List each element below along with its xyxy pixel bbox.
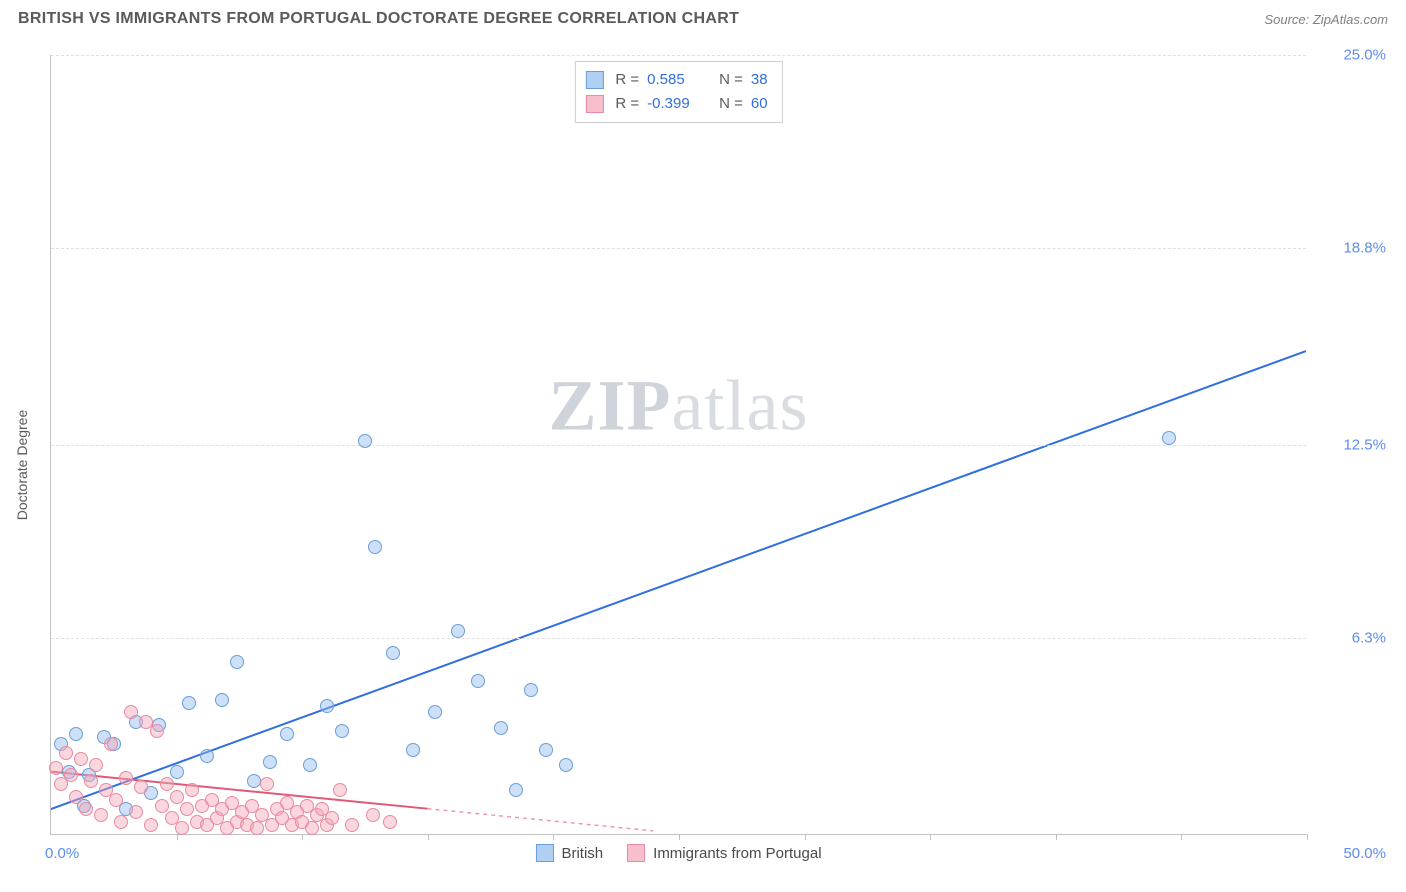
scatter-point (144, 818, 158, 832)
scatter-point (260, 777, 274, 791)
scatter-point (358, 434, 372, 448)
scatter-point (170, 765, 184, 779)
x-axis-max-label: 50.0% (1316, 845, 1386, 862)
x-tick (1181, 834, 1182, 840)
chart-container: Doctorate Degree ZIPatlas R = 0.585 N = … (50, 55, 1390, 875)
scatter-point (200, 749, 214, 763)
scatter-point (79, 802, 93, 816)
legend-item-portugal: Immigrants from Portugal (627, 844, 821, 862)
y-tick-label: 12.5% (1316, 437, 1386, 454)
scatter-point (180, 802, 194, 816)
x-tick (177, 834, 178, 840)
x-tick (1307, 834, 1308, 840)
legend-item-british: British (535, 844, 603, 862)
scatter-point (1162, 431, 1176, 445)
y-tick-label: 18.8% (1316, 240, 1386, 257)
scatter-point (345, 818, 359, 832)
x-tick (553, 834, 554, 840)
scatter-point (494, 721, 508, 735)
scatter-point (114, 815, 128, 829)
scatter-point (230, 655, 244, 669)
x-tick (428, 834, 429, 840)
scatter-point (89, 758, 103, 772)
scatter-point (119, 771, 133, 785)
scatter-point (263, 755, 277, 769)
gridline-horizontal (51, 55, 1306, 56)
scatter-point (124, 705, 138, 719)
scatter-point (280, 727, 294, 741)
swatch-blue (585, 71, 603, 89)
scatter-point (74, 752, 88, 766)
source-attribution: Source: ZipAtlas.com (1264, 12, 1388, 27)
scatter-point (69, 727, 83, 741)
scatter-point (129, 805, 143, 819)
scatter-point (109, 793, 123, 807)
gridline-horizontal (51, 445, 1306, 446)
scatter-point (49, 761, 63, 775)
scatter-point (170, 790, 184, 804)
scatter-point (406, 743, 420, 757)
y-tick-label: 6.3% (1316, 630, 1386, 647)
scatter-point (428, 705, 442, 719)
scatter-point (59, 746, 73, 760)
scatter-point (150, 724, 164, 738)
x-tick (930, 834, 931, 840)
watermark: ZIPatlas (549, 364, 809, 447)
scatter-point (325, 811, 339, 825)
scatter-point (160, 777, 174, 791)
scatter-point (383, 815, 397, 829)
scatter-point (320, 699, 334, 713)
x-tick (805, 834, 806, 840)
scatter-point (64, 768, 78, 782)
legend-row-portugal: R = -0.399 N = 60 (585, 92, 767, 116)
scatter-point (175, 821, 189, 835)
gridline-horizontal (51, 638, 1306, 639)
swatch-pink (627, 844, 645, 862)
scatter-point (471, 674, 485, 688)
scatter-point (303, 758, 317, 772)
scatter-point (559, 758, 573, 772)
scatter-point (333, 783, 347, 797)
scatter-point (368, 540, 382, 554)
legend-row-british: R = 0.585 N = 38 (585, 68, 767, 92)
y-axis-label: Doctorate Degree (14, 410, 30, 521)
chart-title: BRITISH VS IMMIGRANTS FROM PORTUGAL DOCT… (18, 10, 739, 28)
scatter-point (134, 780, 148, 794)
scatter-point (366, 808, 380, 822)
swatch-pink (585, 95, 603, 113)
scatter-point (69, 790, 83, 804)
scatter-point (104, 737, 118, 751)
x-tick (679, 834, 680, 840)
scatter-point (539, 743, 553, 757)
scatter-point (524, 683, 538, 697)
x-axis-origin-label: 0.0% (45, 845, 79, 862)
scatter-point (155, 799, 169, 813)
scatter-point (509, 783, 523, 797)
scatter-point (185, 783, 199, 797)
scatter-point (94, 808, 108, 822)
scatter-point (182, 696, 196, 710)
plot-area: ZIPatlas R = 0.585 N = 38 R = -0.399 N =… (50, 55, 1306, 835)
scatter-point (386, 646, 400, 660)
swatch-blue (535, 844, 553, 862)
scatter-point (335, 724, 349, 738)
series-legend: British Immigrants from Portugal (535, 844, 821, 862)
x-tick (1056, 834, 1057, 840)
scatter-point (305, 821, 319, 835)
scatter-point (215, 693, 229, 707)
x-tick (302, 834, 303, 840)
scatter-point (451, 624, 465, 638)
gridline-horizontal (51, 248, 1306, 249)
y-tick-label: 25.0% (1316, 47, 1386, 64)
scatter-point (84, 774, 98, 788)
header: BRITISH VS IMMIGRANTS FROM PORTUGAL DOCT… (0, 0, 1406, 34)
correlation-legend: R = 0.585 N = 38 R = -0.399 N = 60 (574, 61, 782, 123)
scatter-point (250, 821, 264, 835)
